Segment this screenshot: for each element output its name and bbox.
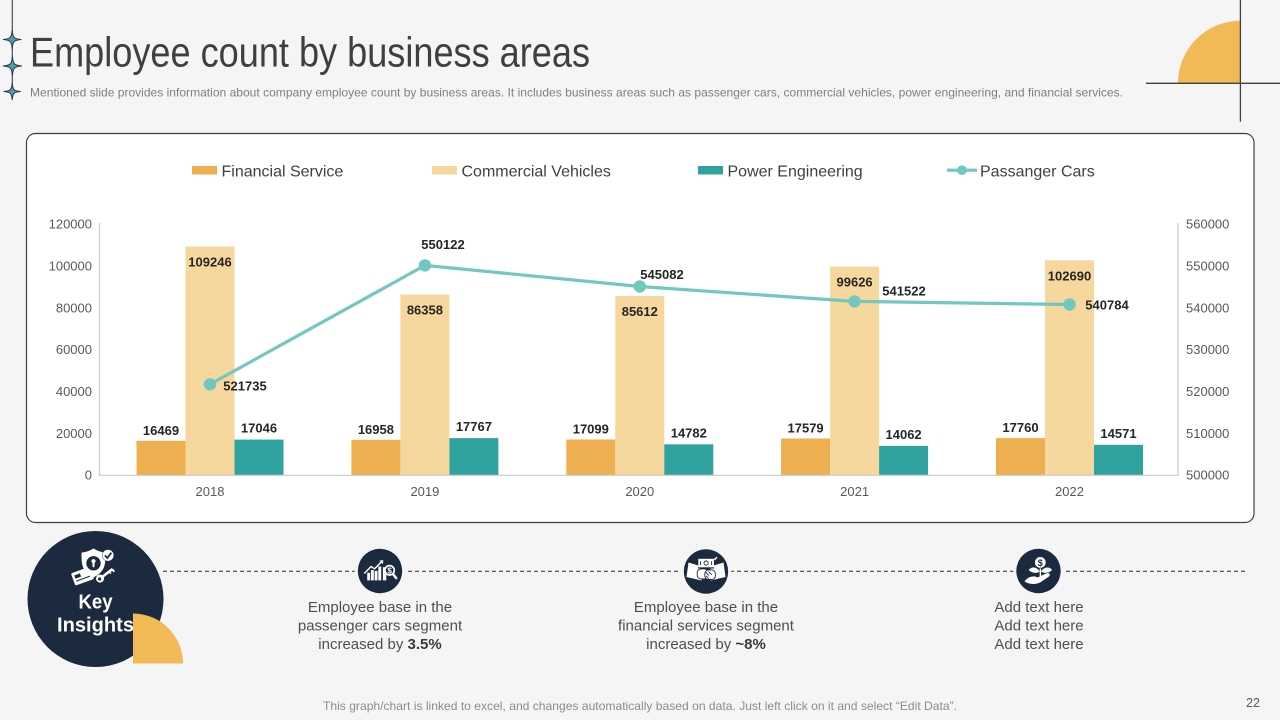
svg-text:109246: 109246 [188,255,231,270]
svg-text:550122: 550122 [421,237,464,252]
svg-text:86358: 86358 [407,303,443,318]
svg-text:Insights: Insights [57,614,134,637]
svg-text:17099: 17099 [573,422,609,437]
svg-text:passenger cars segment: passenger cars segment [298,618,463,635]
svg-text:Power Engineering: Power Engineering [728,164,863,181]
svg-text:Financial Service: Financial Service [222,164,344,181]
svg-text:Employee count by business are: Employee count by business areas [30,28,590,75]
svg-text:16469: 16469 [143,423,179,438]
svg-text:560000: 560000 [1186,217,1229,232]
svg-text:541522: 541522 [882,284,925,299]
svg-text:2019: 2019 [410,484,439,499]
svg-text:40000: 40000 [56,384,92,399]
svg-text:14062: 14062 [886,427,922,442]
svg-text:financial services segment: financial services segment [618,618,795,635]
svg-text:500000: 500000 [1186,468,1229,483]
svg-text:545082: 545082 [640,267,683,282]
svg-text:increased by ~8%: increased by ~8% [646,636,766,653]
svg-text:540000: 540000 [1186,300,1229,315]
svg-text:17046: 17046 [241,421,277,436]
svg-text:16958: 16958 [358,422,394,437]
svg-text:Passanger Cars: Passanger Cars [980,164,1095,181]
svg-text:521735: 521735 [223,379,266,394]
svg-text:14571: 14571 [1100,426,1136,441]
svg-text:80000: 80000 [56,300,92,315]
svg-text:2021: 2021 [840,484,869,499]
svg-text:14782: 14782 [671,425,707,440]
svg-text:Commercial Vehicles: Commercial Vehicles [462,164,611,181]
svg-text:100000: 100000 [49,259,92,274]
svg-text:20000: 20000 [56,426,92,441]
svg-text:60000: 60000 [56,342,92,357]
svg-text:120000: 120000 [49,217,92,232]
svg-text:Add text here: Add text here [994,599,1083,616]
svg-text:17767: 17767 [456,419,492,434]
svg-text:Add text here: Add text here [994,618,1083,635]
svg-text:increased by 3.5%: increased by 3.5% [318,636,441,653]
svg-text:17579: 17579 [788,421,824,436]
svg-text:530000: 530000 [1186,342,1229,357]
svg-text:550000: 550000 [1186,259,1229,274]
svg-text:2022: 2022 [1055,484,1084,499]
svg-text:$: $ [1038,558,1043,568]
svg-text:0: 0 [85,468,92,483]
svg-text:2020: 2020 [625,484,654,499]
svg-text:Employee base in the: Employee base in the [634,599,778,616]
svg-text:Mentioned slide provides infor: Mentioned slide provides information abo… [30,86,1123,100]
svg-text:17760: 17760 [1002,420,1038,435]
svg-text:Key: Key [79,591,114,614]
svg-text:99626: 99626 [837,275,873,290]
svg-text:85612: 85612 [622,304,658,319]
svg-text:This graph/chart is linked to: This graph/chart is linked to excel, and… [323,699,957,713]
svg-text:$: $ [387,566,392,575]
svg-text:Add text here: Add text here [994,636,1083,653]
svg-text:510000: 510000 [1186,426,1229,441]
svg-text:22: 22 [1246,696,1260,710]
svg-text:2018: 2018 [196,484,225,499]
svg-text:102690: 102690 [1048,268,1091,283]
svg-text:520000: 520000 [1186,384,1229,399]
svg-text:Employee base in the: Employee base in the [308,599,452,616]
svg-text:540784: 540784 [1085,298,1129,313]
